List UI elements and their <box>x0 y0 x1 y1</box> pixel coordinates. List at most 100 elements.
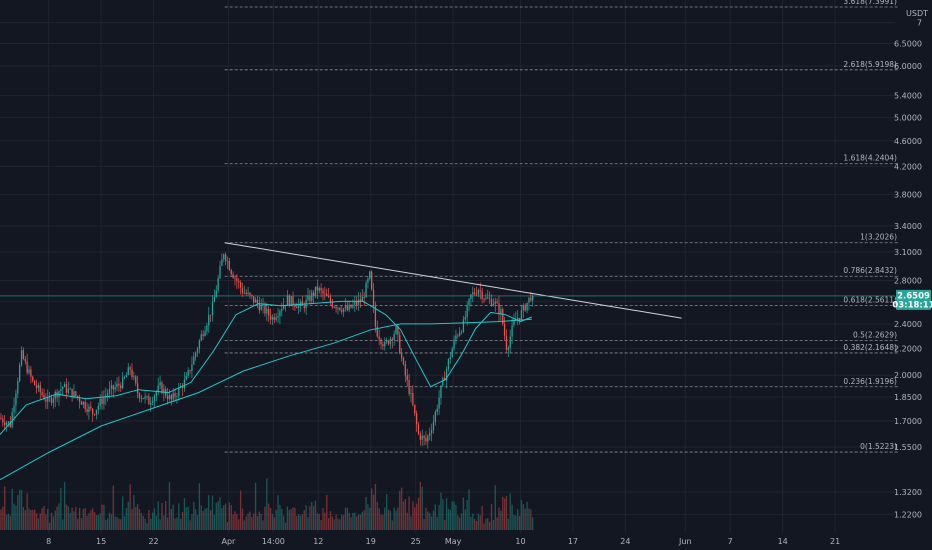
candle-body <box>256 299 259 304</box>
candle-body <box>28 369 30 373</box>
time-tick-label: May <box>445 537 462 546</box>
candle-body <box>335 306 337 309</box>
price-tick-label: 6.5000 <box>894 39 922 48</box>
volume-bar <box>296 515 298 530</box>
candle-body <box>498 303 500 314</box>
candle-body <box>466 305 468 318</box>
candle-body <box>174 393 176 397</box>
candle-body <box>445 368 448 381</box>
candle-body <box>427 435 429 442</box>
volume-bar <box>123 516 126 530</box>
volume-bar <box>526 501 528 530</box>
volume-bar <box>48 522 51 530</box>
volume-bar <box>185 507 187 530</box>
volume-bar <box>22 507 25 530</box>
volume-bar <box>69 512 71 530</box>
volume-bar <box>369 507 371 530</box>
volume-bar <box>30 510 32 530</box>
volume-bar <box>245 516 247 530</box>
volume-bar <box>161 502 163 530</box>
price-axis[interactable]: USDT 7 6.5000 6.0000 5.4000 5.0000 4.6000 4.20… <box>894 9 928 519</box>
candle-body <box>142 398 144 399</box>
volume-bar <box>460 513 463 530</box>
volume-bar <box>50 512 53 530</box>
volume-bar <box>65 504 68 530</box>
volume-bar <box>333 519 335 530</box>
price-axis-unit: USDT <box>906 9 928 18</box>
candle-body <box>357 299 360 305</box>
time-axis[interactable]: 8 15 22 Apr 14:00 12 19 25 May 10 17 24 Jun 7 14 21 <box>46 537 840 546</box>
candle-body <box>45 399 47 402</box>
volume-bar <box>37 518 40 530</box>
volume-bar <box>286 506 289 530</box>
candle-body <box>92 408 94 415</box>
candle-body <box>320 287 322 291</box>
candle-body <box>71 388 73 398</box>
volume-bar <box>305 505 307 530</box>
volume-bar <box>279 504 281 530</box>
candle-body <box>239 282 242 288</box>
volume-bar <box>253 513 255 530</box>
candle-body <box>155 391 157 396</box>
volume-bar <box>232 514 234 530</box>
candle-body <box>509 336 511 348</box>
volume-bar <box>24 510 26 530</box>
volume-bar <box>459 517 461 530</box>
candle-body <box>123 377 126 378</box>
candle-body <box>101 398 103 404</box>
volume-bar <box>135 507 137 530</box>
volume-bar <box>209 510 212 530</box>
fibonacci-levels[interactable]: 3.618(7.3991) 2.618(5.9198) 1.618(4.2404) 1… <box>224 0 898 453</box>
volume-bar <box>395 510 397 530</box>
candle-body <box>135 376 137 384</box>
volume-bar <box>513 514 515 530</box>
price-tick-label: 1.3200 <box>894 488 922 497</box>
volume-bar <box>284 522 287 530</box>
candle-body <box>249 292 251 295</box>
volume-bar <box>464 509 466 530</box>
volume-bar <box>421 486 423 530</box>
volume-bar <box>393 507 395 530</box>
candle-body <box>4 422 6 426</box>
candle-body <box>140 398 143 399</box>
candle-body <box>361 297 363 302</box>
volume-bar <box>138 508 141 530</box>
candle-body <box>389 338 392 345</box>
volume-bar <box>430 516 433 530</box>
candle-body <box>228 260 231 271</box>
last-price-badge: 2.6509 03:18:11 <box>892 289 932 310</box>
candle-body <box>301 301 304 306</box>
volume-bar <box>226 522 229 530</box>
candle-body <box>112 385 114 390</box>
volume-bar <box>180 518 182 530</box>
volume-bar <box>505 495 508 530</box>
volume-bar <box>43 506 45 530</box>
volume-bar <box>402 501 405 530</box>
candle-body <box>33 380 36 386</box>
fib-level-label: 1.618(4.2404) <box>843 154 897 163</box>
candle-body <box>399 334 401 354</box>
candle-body <box>90 406 92 409</box>
volume-bar <box>520 500 523 530</box>
candle-body <box>30 369 32 377</box>
volume-bar <box>387 509 390 530</box>
candle-body <box>526 302 528 311</box>
candle-body <box>60 389 62 392</box>
candle-body <box>363 297 365 299</box>
candle-body <box>206 325 208 332</box>
time-tick-label: 24 <box>620 537 630 546</box>
volume-bar <box>492 519 495 530</box>
candle-body <box>483 298 485 300</box>
candle-body <box>372 289 375 307</box>
volume-bar <box>341 514 343 530</box>
volume-bar <box>530 509 532 530</box>
candle-body <box>48 397 51 398</box>
volume-bar <box>153 508 156 530</box>
candle-countdown: 03:18:11 <box>892 300 932 310</box>
volume-bar <box>354 512 356 530</box>
volume-bar <box>105 519 107 530</box>
volume-bar <box>372 494 375 530</box>
trendline[interactable] <box>224 242 682 319</box>
candle-body <box>125 375 128 378</box>
